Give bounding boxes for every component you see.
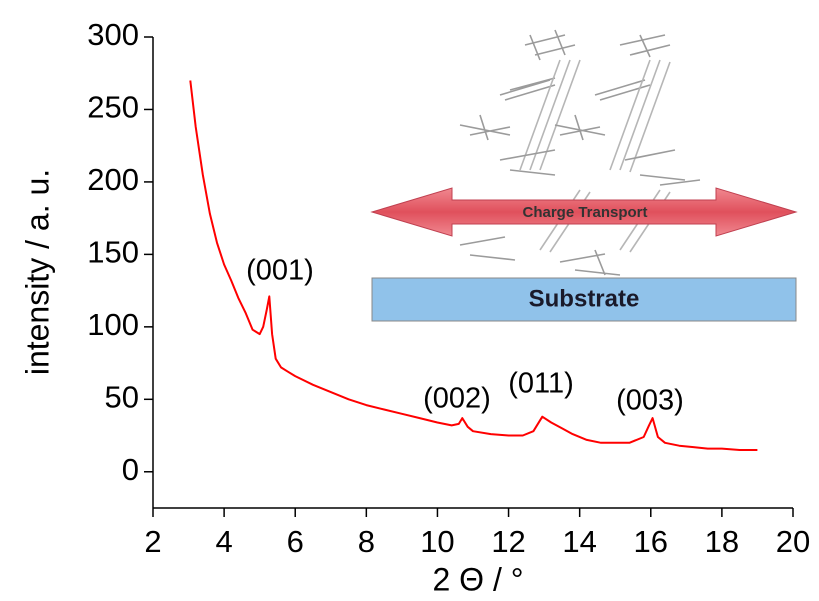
y-tick-label: 50: [105, 379, 139, 414]
x-tick-label: 16: [634, 524, 668, 559]
y-tick-label: 150: [87, 235, 139, 270]
y-tick-label: 200: [87, 162, 139, 197]
x-tick-label: 10: [420, 524, 454, 559]
x-axis-label: 2 Θ / °: [432, 561, 523, 597]
x-tick-label: 14: [562, 524, 596, 559]
x-tick-label: 6: [287, 524, 304, 559]
x-tick-label: 4: [215, 524, 232, 559]
y-tick-label: 300: [87, 17, 139, 52]
peak-annotation: (003): [616, 385, 684, 417]
x-tick-label: 18: [705, 524, 739, 559]
peak-annotation: (011): [508, 368, 574, 400]
peak-annotation: (001): [246, 255, 314, 287]
x-tick-label: 2: [144, 524, 161, 559]
peak-annotation: (002): [423, 383, 491, 415]
substrate-label: Substrate: [529, 285, 640, 312]
chart: Charge Transport Substrate intensity / a…: [0, 0, 819, 601]
x-tick-label: 12: [491, 524, 525, 559]
x-tick-label: 8: [358, 524, 375, 559]
y-tick-label: 0: [122, 452, 139, 487]
x-tick-label: 20: [776, 524, 810, 559]
y-tick-label: 100: [87, 307, 139, 342]
y-axis-label: intensity / a. u.: [19, 169, 55, 375]
molecule-stack: [460, 30, 700, 275]
arrow-label: Charge Transport: [522, 204, 647, 221]
y-tick-label: 250: [87, 90, 139, 125]
